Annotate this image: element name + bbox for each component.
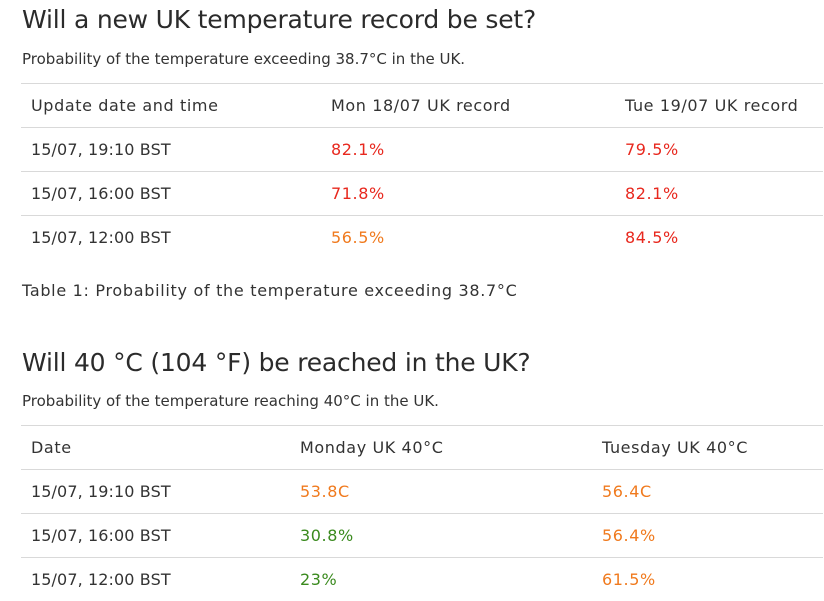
section1-subtitle: Probability of the temperature exceeding…: [22, 49, 465, 69]
column-header-update-date: Update date and time: [21, 84, 321, 128]
section2-title: Will 40 °C (104 °F) be reached in the UK…: [22, 347, 531, 379]
table-row: 15/07, 19:10 BST 53.8C 56.4C: [21, 470, 823, 514]
section1-title: Will a new UK temperature record be set?: [22, 4, 536, 36]
column-header-tuesday-40c: Tuesday UK 40°C: [592, 426, 823, 470]
column-header-tue-record: Tue 19/07 UK record: [615, 84, 823, 128]
section2-subtitle: Probability of the temperature reaching …: [22, 391, 439, 411]
row-date: 15/07, 19:10 BST: [21, 128, 321, 172]
row-date: 15/07, 16:00 BST: [21, 172, 321, 216]
monday-probability: 23%: [290, 558, 592, 601]
mon-probability: 82.1%: [321, 128, 615, 172]
column-header-mon-record: Mon 18/07 UK record: [321, 84, 615, 128]
tuesday-probability: 56.4%: [592, 514, 823, 558]
monday-probability: 53.8C: [290, 470, 592, 514]
forty-degree-probability-table: Date Monday UK 40°C Tuesday UK 40°C 15/0…: [21, 425, 823, 601]
table-header-row: Date Monday UK 40°C Tuesday UK 40°C: [21, 426, 823, 470]
table-caption: Table 1: Probability of the temperature …: [22, 281, 518, 300]
table-header-row: Update date and time Mon 18/07 UK record…: [21, 84, 823, 128]
row-date: 15/07, 19:10 BST: [21, 470, 290, 514]
monday-probability: 30.8%: [290, 514, 592, 558]
table-row: 15/07, 12:00 BST 23% 61.5%: [21, 558, 823, 601]
table-row: 15/07, 19:10 BST 82.1% 79.5%: [21, 128, 823, 172]
tuesday-probability: 56.4C: [592, 470, 823, 514]
table-row: 15/07, 16:00 BST 71.8% 82.1%: [21, 172, 823, 216]
row-date: 15/07, 12:00 BST: [21, 558, 290, 601]
row-date: 15/07, 16:00 BST: [21, 514, 290, 558]
column-header-monday-40c: Monday UK 40°C: [290, 426, 592, 470]
table-row: 15/07, 16:00 BST 30.8% 56.4%: [21, 514, 823, 558]
tuesday-probability: 61.5%: [592, 558, 823, 601]
tue-probability: 79.5%: [615, 128, 823, 172]
tue-probability: 84.5%: [615, 216, 823, 260]
column-header-date: Date: [21, 426, 290, 470]
tue-probability: 82.1%: [615, 172, 823, 216]
record-probability-table: Update date and time Mon 18/07 UK record…: [21, 83, 823, 259]
mon-probability: 56.5%: [321, 216, 615, 260]
row-date: 15/07, 12:00 BST: [21, 216, 321, 260]
mon-probability: 71.8%: [321, 172, 615, 216]
table-row: 15/07, 12:00 BST 56.5% 84.5%: [21, 216, 823, 260]
